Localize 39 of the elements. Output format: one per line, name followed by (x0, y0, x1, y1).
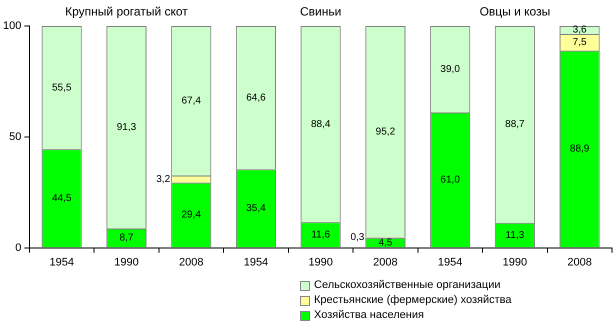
x-tick-label: 1990 (308, 256, 333, 268)
y-tick-label: 0 (15, 242, 22, 254)
data-label: 29,4 (181, 210, 202, 221)
x-tick-label: 2008 (567, 256, 592, 268)
data-label: 95,2 (376, 126, 396, 138)
x-tick-label: 1990 (502, 256, 528, 268)
data-label: 0,3 (350, 232, 365, 244)
data-label: 44,5 (52, 192, 72, 204)
data-label: 3,6 (572, 24, 588, 36)
y-tick-label: 50 (9, 130, 22, 143)
data-label: 61,0 (440, 174, 460, 186)
data-label: 91,3 (116, 122, 137, 133)
data-label: 64,6 (246, 92, 266, 104)
data-label: 39,0 (440, 64, 460, 75)
data-label: 88,7 (505, 119, 526, 130)
data-label: 67,4 (181, 95, 202, 106)
legend-label: Хозяйства населения (314, 308, 424, 323)
y-tick-label: 100 (2, 20, 22, 32)
legend-label: Сельскохозяйственные организации (314, 278, 500, 293)
text: Свиньи (300, 4, 342, 18)
data-label: 88,9 (570, 144, 590, 155)
x-tick-label: 1954 (438, 256, 462, 268)
data-label: 7,5 (572, 37, 588, 48)
x-tick-label: 1954 (49, 256, 74, 268)
text: Крупный рогатый скот (65, 4, 188, 18)
data-label: 8,7 (120, 232, 134, 244)
data-label: 4,5 (378, 237, 393, 248)
x-tick-label: 2008 (373, 256, 398, 268)
data-label: 35,4 (246, 203, 266, 214)
legend-label: Крестьянские (фермерские) хозяйства (314, 293, 512, 308)
data-label: 11,6 (311, 229, 330, 240)
data-label: 3,2 (156, 174, 171, 185)
text: Овцы и козы (480, 4, 550, 18)
x-tick-label: 2008 (178, 256, 204, 268)
data-label: 11,3 (506, 230, 525, 241)
data-label: 88,4 (310, 118, 331, 130)
data-label: 55,5 (52, 82, 72, 94)
x-tick-label: 1954 (244, 256, 268, 268)
x-tick-label: 1990 (114, 256, 139, 268)
